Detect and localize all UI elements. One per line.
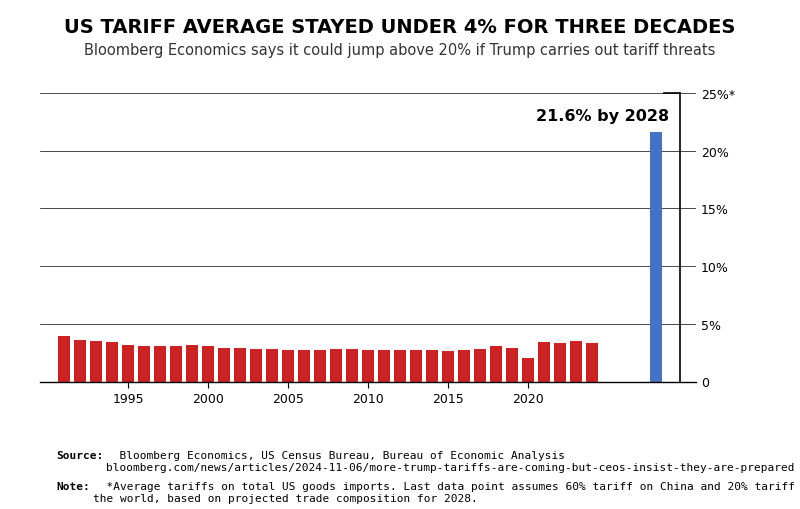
Bar — [74, 340, 86, 382]
Bar — [266, 350, 278, 382]
Bar — [538, 343, 550, 382]
Bar — [154, 346, 166, 382]
Bar — [314, 351, 326, 382]
Bar — [458, 351, 470, 382]
Text: Bloomberg Economics, US Census Bureau, Bureau of Economic Analysis
bloomberg.com: Bloomberg Economics, US Census Bureau, B… — [106, 450, 794, 472]
Bar — [506, 348, 518, 382]
Bar — [218, 348, 230, 382]
Bar — [554, 344, 566, 382]
Text: US TARIFF AVERAGE STAYED UNDER 4% FOR THREE DECADES: US TARIFF AVERAGE STAYED UNDER 4% FOR TH… — [64, 18, 736, 37]
Bar — [122, 345, 134, 382]
Bar — [650, 133, 662, 382]
Bar — [138, 346, 150, 382]
Bar — [490, 346, 502, 382]
Bar — [522, 359, 534, 382]
Bar — [426, 351, 438, 382]
Bar — [90, 342, 102, 382]
Bar — [394, 351, 406, 382]
Bar — [58, 337, 70, 382]
Bar — [298, 351, 310, 382]
Bar — [410, 351, 422, 382]
Text: 21.6% by 2028: 21.6% by 2028 — [536, 108, 669, 124]
Bar — [474, 350, 486, 382]
Text: Source:: Source: — [56, 450, 103, 461]
Bar — [202, 346, 214, 382]
Bar — [330, 350, 342, 382]
Bar — [570, 342, 582, 382]
Bar — [362, 351, 374, 382]
Bar — [234, 348, 246, 382]
Bar — [346, 350, 358, 382]
Text: Note:: Note: — [56, 481, 90, 491]
Bar — [586, 344, 598, 382]
Text: Bloomberg Economics says it could jump above 20% if Trump carries out tariff thr: Bloomberg Economics says it could jump a… — [84, 43, 716, 58]
Bar — [378, 351, 390, 382]
Bar — [282, 351, 294, 382]
Bar — [250, 350, 262, 382]
Bar — [106, 343, 118, 382]
Text: *Average tariffs on total US goods imports. Last data point assumes 60% tariff o: *Average tariffs on total US goods impor… — [93, 481, 800, 502]
Bar — [186, 345, 198, 382]
Bar — [170, 346, 182, 382]
Bar — [442, 352, 454, 382]
